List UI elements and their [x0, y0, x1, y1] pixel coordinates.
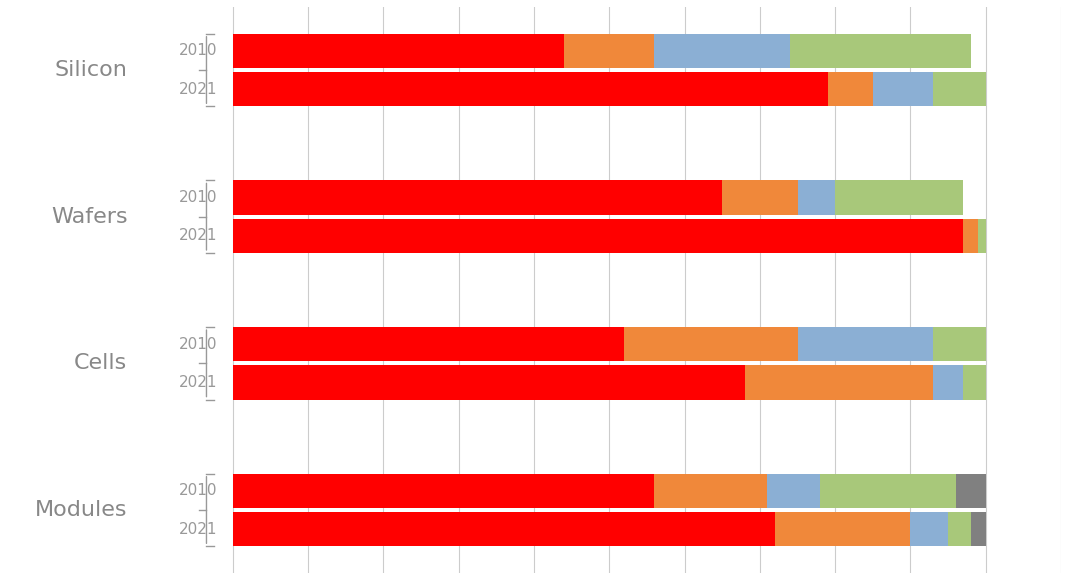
Bar — [233, 327, 625, 361]
Text: Wafers: Wafers — [51, 206, 127, 227]
Bar — [233, 219, 963, 253]
Text: Cells: Cells — [74, 353, 127, 374]
Text: 2010: 2010 — [179, 337, 218, 351]
Bar — [798, 327, 933, 361]
Bar — [233, 365, 744, 400]
Bar — [963, 365, 986, 400]
Bar — [233, 34, 564, 68]
Text: 2021: 2021 — [179, 229, 218, 243]
Bar — [910, 512, 948, 546]
Bar — [744, 365, 933, 400]
Bar — [933, 327, 986, 361]
Bar — [933, 72, 986, 106]
Bar — [775, 512, 910, 546]
Bar — [971, 512, 986, 546]
Bar — [655, 474, 768, 508]
Bar — [625, 327, 798, 361]
Text: 2021: 2021 — [179, 521, 218, 536]
Bar — [233, 474, 655, 508]
Bar — [873, 72, 933, 106]
Bar — [820, 474, 956, 508]
Bar — [790, 34, 971, 68]
Text: 2021: 2021 — [179, 375, 218, 390]
Bar — [564, 34, 655, 68]
Bar — [655, 34, 790, 68]
Text: 2021: 2021 — [179, 82, 218, 97]
Bar — [963, 219, 978, 253]
Bar — [978, 219, 986, 253]
Text: Modules: Modules — [35, 500, 127, 520]
Bar — [768, 474, 820, 508]
Bar — [835, 180, 963, 215]
Text: 2010: 2010 — [179, 44, 218, 59]
Bar — [828, 72, 873, 106]
Bar — [722, 180, 798, 215]
Bar — [233, 72, 828, 106]
Bar — [933, 365, 963, 400]
Text: Silicon: Silicon — [54, 60, 127, 80]
Bar — [798, 180, 835, 215]
Text: 2010: 2010 — [179, 190, 218, 205]
Text: 2010: 2010 — [179, 483, 218, 498]
Bar — [956, 474, 986, 508]
Bar — [948, 512, 971, 546]
Bar — [233, 512, 775, 546]
Bar — [233, 180, 722, 215]
